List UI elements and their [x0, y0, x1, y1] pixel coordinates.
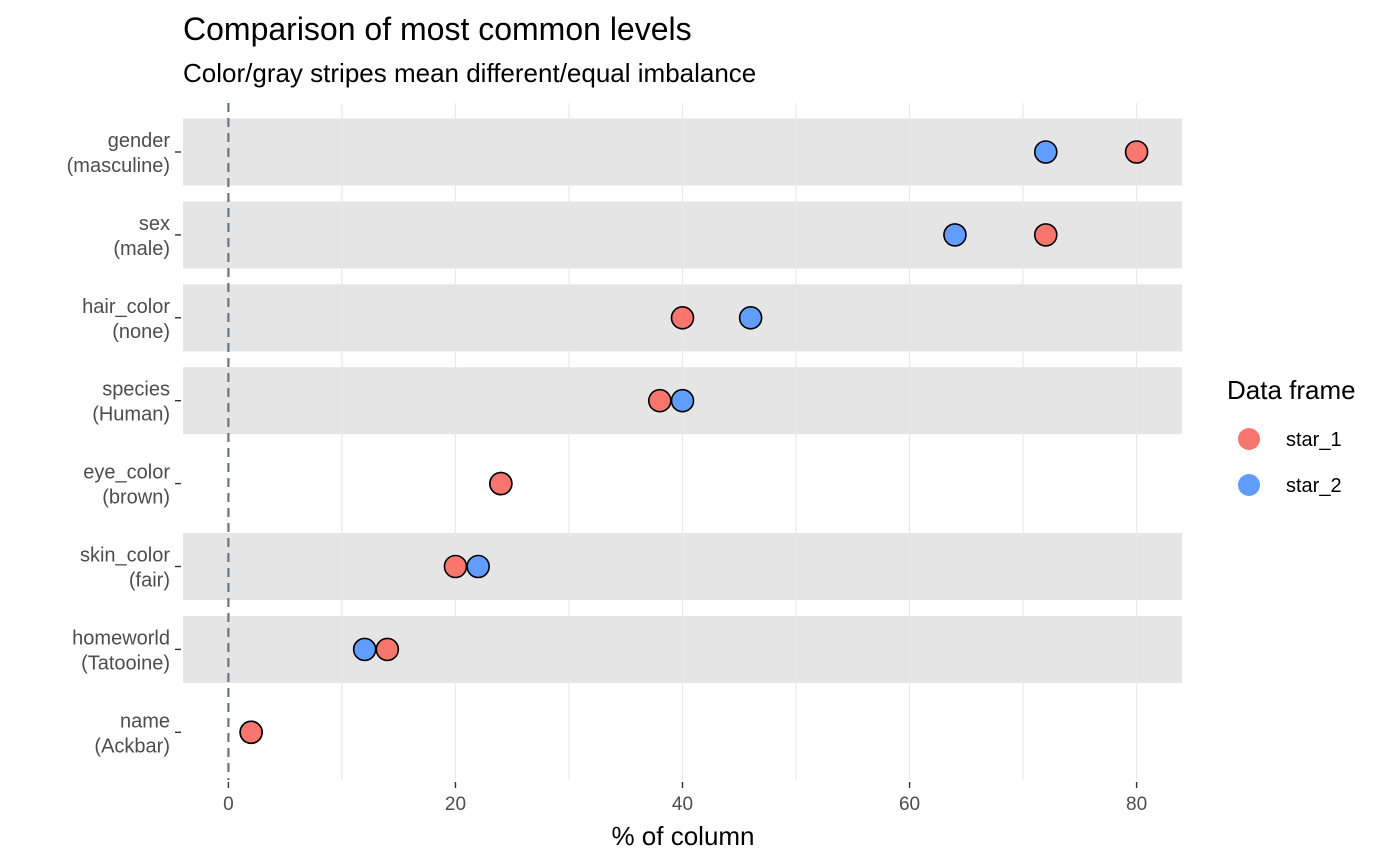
x-axis-label: % of column — [611, 821, 754, 851]
x-tick-label-80: 80 — [1126, 794, 1147, 815]
y-label-level-hair_color: (none) — [112, 321, 170, 343]
y-label-variable-homeworld: homeworld — [72, 627, 170, 649]
y-label-level-gender: (masculine) — [67, 155, 170, 177]
x-axis: 0 20 40 60 80 — [223, 782, 1147, 815]
point-star_2-hair_color — [738, 305, 763, 330]
legend-items: star_1 star_2 — [1238, 428, 1342, 497]
chart-title: Comparison of most common levels — [183, 11, 692, 47]
y-label-level-skin_color: (fair) — [129, 570, 170, 592]
point-star_1-sex — [1033, 223, 1058, 247]
legend-label-star_2: star_2 — [1286, 475, 1342, 497]
point-star_1-homeworld — [375, 637, 400, 662]
y-label-variable-eye_color: eye_color — [83, 462, 170, 484]
point-star_2-skin_color — [466, 554, 490, 579]
y-label-variable-skin_color: skin_color — [80, 545, 170, 567]
y-label-level-species: (Human) — [92, 404, 170, 426]
y-label-variable-gender: gender — [108, 130, 171, 152]
y-label-level-sex: (male) — [113, 238, 170, 260]
point-star_1-gender — [1124, 140, 1149, 164]
x-tick-label-60: 60 — [899, 794, 920, 815]
point-star_2-gender — [1033, 140, 1058, 164]
y-label-variable-name: name — [120, 710, 170, 732]
legend-key-star_2 — [1238, 474, 1260, 496]
point-star_1-hair_color — [670, 305, 695, 330]
vertical-gridlines — [341, 103, 1138, 780]
x-tick-label-20: 20 — [445, 794, 466, 815]
y-axis: gender (masculine) sex (male) hair_color (non… — [67, 130, 181, 757]
x-tick-label-40: 40 — [672, 794, 693, 815]
data-points — [239, 140, 1149, 745]
chart-subtitle: Color/gray stripes mean different/equal … — [183, 58, 756, 88]
y-label-variable-species: species — [102, 379, 170, 401]
legend-label-star_1: star_1 — [1286, 429, 1342, 451]
legend-title: Data frame — [1227, 375, 1356, 405]
y-label-level-eye_color: (brown) — [102, 487, 170, 509]
point-star_1-name — [239, 720, 263, 745]
point-star_2-species — [670, 388, 695, 413]
point-star_1-species — [647, 388, 672, 413]
point-star_1-eye_color — [489, 471, 513, 496]
y-label-variable-hair_color: hair_color — [82, 296, 170, 318]
y-label-variable-sex: sex — [139, 213, 170, 235]
point-star_2-homeworld — [352, 637, 377, 662]
y-label-level-homeworld: (Tatooine) — [81, 652, 170, 674]
legend: Data frame star_1 star_2 — [1227, 375, 1356, 497]
y-label-level-name: (Ackbar) — [94, 735, 170, 757]
legend-key-star_1 — [1238, 428, 1260, 450]
x-tick-label-0: 0 — [223, 794, 234, 815]
point-star_2-sex — [943, 223, 967, 247]
point-star_1-skin_color — [443, 554, 468, 579]
